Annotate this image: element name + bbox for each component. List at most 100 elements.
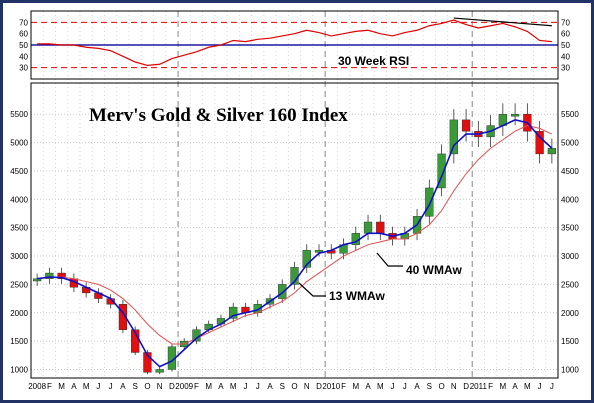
x-tick-label: A <box>218 382 224 391</box>
x-tick-label: D <box>169 382 175 391</box>
price-tick-label-right: 2000 <box>561 309 579 318</box>
price-tick-label-left: 2000 <box>10 309 28 318</box>
x-tick-label: A <box>267 382 273 391</box>
rsi-tick-label-right: 60 <box>561 30 570 39</box>
x-tick-label: M <box>83 382 90 391</box>
price-tick-label-left: 4500 <box>10 167 28 176</box>
wma13-label: 13 WMAw <box>329 289 385 303</box>
price-tick-label-right: 5000 <box>561 139 579 148</box>
price-tick-label-right: 5500 <box>561 110 579 119</box>
chart-background <box>3 3 591 400</box>
chart-svg: 1000 1000 1500 1500 2000 2000 2500 2500 3000 3000… <box>3 3 591 400</box>
x-tick-label: J <box>243 382 247 391</box>
price-panel <box>33 103 556 375</box>
x-tick-label: F <box>488 382 493 391</box>
x-tick-label: A <box>71 382 77 391</box>
wma40-label: 40 WMAw <box>406 263 462 277</box>
price-tick-label-right: 3500 <box>561 224 579 233</box>
x-tick-label: M <box>500 382 507 391</box>
candle-up <box>425 187 434 217</box>
rsi-tick-label-left: 50 <box>19 41 28 50</box>
price-tick-label-left: 5000 <box>10 139 28 148</box>
candle-up <box>437 153 446 189</box>
x-tick-label: J <box>109 382 113 391</box>
x-tick-label: J <box>403 382 407 391</box>
candle-up <box>449 119 458 155</box>
x-tick-label: M <box>58 382 65 391</box>
rsi-tick-label-left: 70 <box>19 18 28 27</box>
rsi-tick-label-right: 50 <box>561 41 570 50</box>
rsi-line <box>37 19 552 67</box>
rsi-tick-label-left: 30 <box>19 64 28 73</box>
x-tick-label: 2009 <box>175 382 193 391</box>
chart-title: Merv's Gold & Silver 160 Index <box>89 105 348 126</box>
x-tick-label: F <box>341 382 346 391</box>
wma40-pointer <box>376 252 403 267</box>
candle-up <box>510 114 520 117</box>
x-tick-label: F <box>194 382 199 391</box>
candle-up <box>229 306 238 319</box>
price-tick-label-left: 5500 <box>10 110 28 119</box>
x-tick-label: J <box>96 382 100 391</box>
x-tick-label: J <box>391 382 395 391</box>
x-tick-label: S <box>133 382 138 391</box>
rsi-label: 30 Week RSI <box>338 54 409 68</box>
rsi-panel-border <box>30 10 559 80</box>
x-tick-label: A <box>414 382 420 391</box>
price-tick-label-left: 4000 <box>10 195 28 204</box>
wma13-pointer <box>298 282 326 297</box>
rsi-tick-label-right: 70 <box>561 18 570 27</box>
axes-layer: 1000 1000 1500 1500 2000 2000 2500 2500 3000 3000… <box>10 10 579 391</box>
x-tick-label: 2010 <box>322 382 340 391</box>
x-tick-label: A <box>512 382 518 391</box>
x-tick-label: 2011 <box>470 382 488 391</box>
x-tick-label: M <box>352 382 359 391</box>
price-tick-label-left: 1500 <box>10 337 28 346</box>
x-tick-label: M <box>230 382 237 391</box>
x-tick-label: M <box>524 382 531 391</box>
rsi-panel <box>31 17 558 69</box>
candle-up <box>155 369 164 373</box>
x-tick-label: J <box>538 382 542 391</box>
rsi-tick-label-right: 30 <box>561 64 570 73</box>
candle-up <box>314 250 324 253</box>
candle-down <box>143 352 152 373</box>
candle-up <box>547 148 556 155</box>
price-tick-label-right: 3000 <box>561 252 579 261</box>
rsi-trendline <box>453 17 552 27</box>
wma40-line <box>37 125 553 345</box>
rsi-tick-label-left: 60 <box>19 30 28 39</box>
candle-up <box>45 272 54 279</box>
x-tick-label: O <box>144 382 150 391</box>
price-tick-label-left: 3000 <box>10 252 28 261</box>
x-tick-label: A <box>120 382 126 391</box>
rsi-tick-label-left: 40 <box>19 52 28 61</box>
price-tick-label-left: 1000 <box>10 365 28 374</box>
price-tick-label-left: 3500 <box>10 224 28 233</box>
price-panel-border <box>30 82 559 379</box>
candle-up <box>302 250 311 268</box>
price-tick-label-right: 2500 <box>561 280 579 289</box>
x-tick-label: 2008 <box>28 382 46 391</box>
x-tick-label: D <box>316 382 322 391</box>
candle-down <box>118 304 128 330</box>
x-tick-label: S <box>280 382 285 391</box>
x-tick-label: J <box>256 382 260 391</box>
x-tick-label: O <box>438 382 444 391</box>
rsi-tick-label-right: 40 <box>561 52 570 61</box>
price-tick-label-right: 4500 <box>561 167 579 176</box>
candle-down <box>376 221 385 234</box>
price-tick-label-right: 1000 <box>561 365 579 374</box>
candle-up <box>278 284 287 299</box>
x-tick-label: N <box>451 382 457 391</box>
price-tick-label-right: 4000 <box>561 195 579 204</box>
x-tick-label: O <box>291 382 297 391</box>
x-tick-label: N <box>157 382 163 391</box>
price-tick-label-right: 1500 <box>561 337 579 346</box>
x-tick-label: J <box>550 382 554 391</box>
x-tick-label: N <box>304 382 310 391</box>
wma13-line <box>37 119 553 368</box>
x-tick-label: F <box>47 382 52 391</box>
x-tick-label: A <box>365 382 371 391</box>
